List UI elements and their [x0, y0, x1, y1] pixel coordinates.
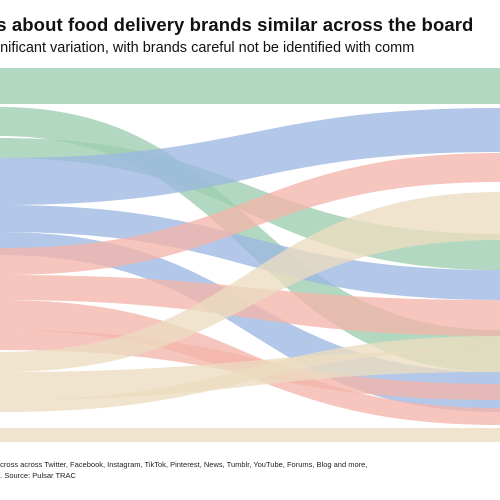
chart-notes: across across Twitter, Facebook, Instagr… [0, 459, 367, 481]
chart-subtitle: gnificant variation, with brands careful… [0, 40, 415, 56]
flow-ribbon-7 [0, 153, 500, 275]
notes-line-2: 2. Source: Pulsar TRAC [0, 471, 76, 480]
chart-title: ts about food delivery brands similar ac… [0, 14, 474, 35]
flow-ribbon-11 [0, 192, 500, 372]
flow-ribbon-13 [0, 336, 500, 412]
flow-ribbon-5 [0, 205, 500, 300]
flow-ribbon-14 [0, 428, 500, 442]
flow-ribbon-4 [0, 108, 500, 205]
flow-ribbon-1 [0, 68, 500, 104]
notes-line-1: across across Twitter, Facebook, Instagr… [0, 460, 368, 469]
